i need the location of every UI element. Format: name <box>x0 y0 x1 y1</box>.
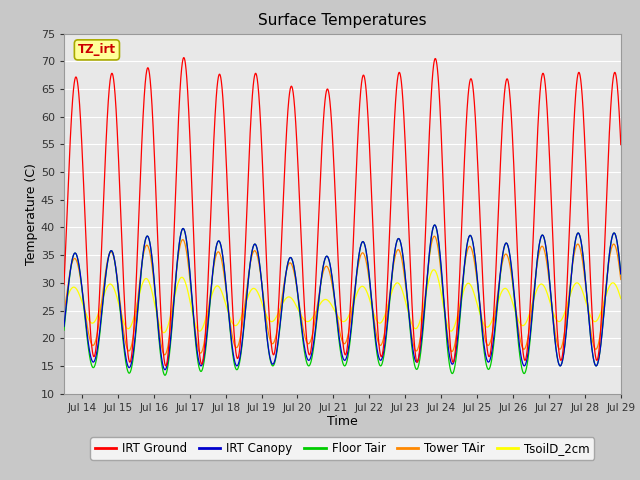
Y-axis label: Temperature (C): Temperature (C) <box>25 163 38 264</box>
Title: Surface Temperatures: Surface Temperatures <box>258 13 427 28</box>
Text: TZ_irt: TZ_irt <box>78 43 116 56</box>
Legend: IRT Ground, IRT Canopy, Floor Tair, Tower TAir, TsoilD_2cm: IRT Ground, IRT Canopy, Floor Tair, Towe… <box>90 437 595 460</box>
X-axis label: Time: Time <box>327 415 358 429</box>
